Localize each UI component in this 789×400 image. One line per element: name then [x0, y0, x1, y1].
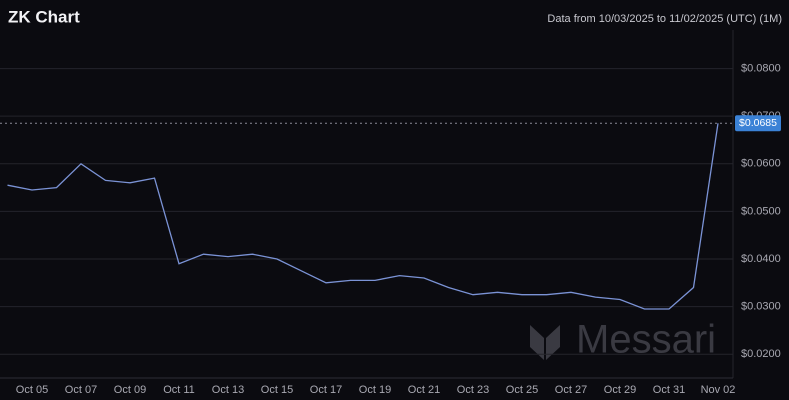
x-tick-label: Oct 15	[261, 384, 293, 396]
x-tick-label: Oct 17	[310, 384, 342, 396]
y-tick-label: $0.0300	[741, 300, 781, 312]
chart-title: ZK Chart	[8, 7, 80, 26]
x-tick-label: Oct 11	[163, 384, 195, 396]
price-line	[7, 123, 719, 310]
y-tick-label: $0.0600	[741, 158, 781, 170]
y-tick-label: $0.0800	[741, 62, 781, 74]
x-tick-label: Oct 05	[16, 384, 48, 396]
x-tick-label: Oct 19	[359, 384, 391, 396]
chart-subtitle: Data from 10/03/2025 to 11/02/2025 (UTC)…	[547, 13, 782, 25]
current-price-label: $0.0685	[739, 117, 777, 129]
watermark-logo	[530, 325, 560, 360]
x-tick-label: Oct 29	[604, 384, 636, 396]
x-tick-label: Oct 23	[457, 384, 489, 396]
x-tick-label: Oct 09	[114, 384, 146, 396]
x-tick-label: Oct 13	[212, 384, 244, 396]
x-tick-label: Oct 27	[555, 384, 587, 396]
x-tick-label: Oct 25	[506, 384, 538, 396]
y-tick-label: $0.0500	[741, 205, 781, 217]
x-tick-label: Oct 21	[408, 384, 440, 396]
current-price-badge	[735, 115, 781, 132]
x-tick-label: Nov 02	[701, 384, 736, 396]
y-tick-label: $0.0400	[741, 253, 781, 265]
x-tick-label: Oct 31	[653, 384, 685, 396]
watermark: Messari	[576, 318, 716, 362]
y-tick-label: $0.0200	[741, 348, 781, 360]
x-tick-label: Oct 07	[65, 384, 97, 396]
